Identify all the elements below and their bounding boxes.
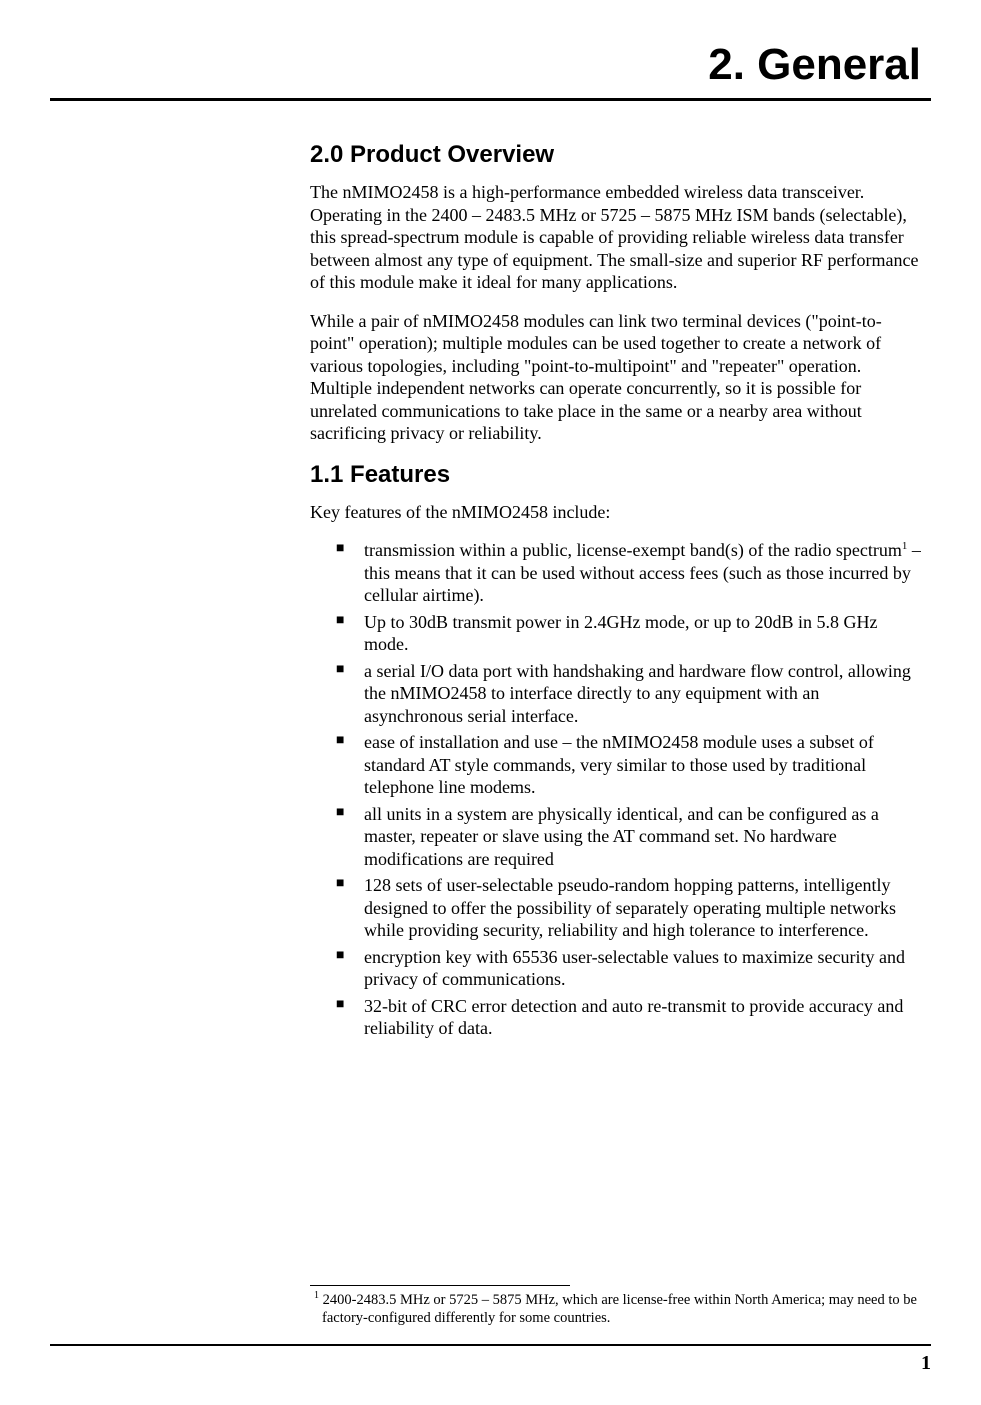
page-footer: 1 (50, 1324, 931, 1375)
feature-item: transmission within a public, license-ex… (336, 539, 921, 607)
chapter-title: 2. General (50, 40, 931, 90)
feature-item: all units in a system are physically ide… (336, 803, 921, 871)
footnote-1: 1 2400-2483.5 MHz or 5725 – 5875 MHz, wh… (310, 1290, 921, 1327)
page: 2. General 2.0 Product Overview The nMIM… (0, 0, 981, 1405)
content-column: 2.0 Product Overview The nMIMO2458 is a … (310, 141, 921, 1040)
feature-item: encryption key with 65536 user-selectabl… (336, 946, 921, 991)
feature-item: Up to 30dB transmit power in 2.4GHz mode… (336, 611, 921, 656)
page-footer-rule (50, 1344, 931, 1346)
feature-text-pre: transmission within a public, license-ex… (364, 540, 902, 560)
chapter-rule (50, 98, 931, 101)
feature-list: transmission within a public, license-ex… (336, 539, 921, 1040)
footnotes: 1 2400-2483.5 MHz or 5725 – 5875 MHz, wh… (310, 1285, 921, 1327)
footnote-rule (310, 1285, 570, 1286)
feature-item: a serial I/O data port with handshaking … (336, 660, 921, 728)
overview-para-2: While a pair of nMIMO2458 modules can li… (310, 310, 921, 445)
feature-item: 32-bit of CRC error detection and auto r… (336, 995, 921, 1040)
section-heading-features: 1.1 Features (310, 461, 921, 489)
page-number: 1 (50, 1352, 931, 1375)
feature-item: ease of installation and use – the nMIMO… (336, 731, 921, 799)
overview-para-1: The nMIMO2458 is a high-performance embe… (310, 181, 921, 294)
section-heading-overview: 2.0 Product Overview (310, 141, 921, 169)
features-intro: Key features of the nMIMO2458 include: (310, 501, 921, 524)
feature-item: 128 sets of user-selectable pseudo-rando… (336, 874, 921, 942)
footnote-text: 2400-2483.5 MHz or 5725 – 5875 MHz, whic… (319, 1292, 917, 1326)
